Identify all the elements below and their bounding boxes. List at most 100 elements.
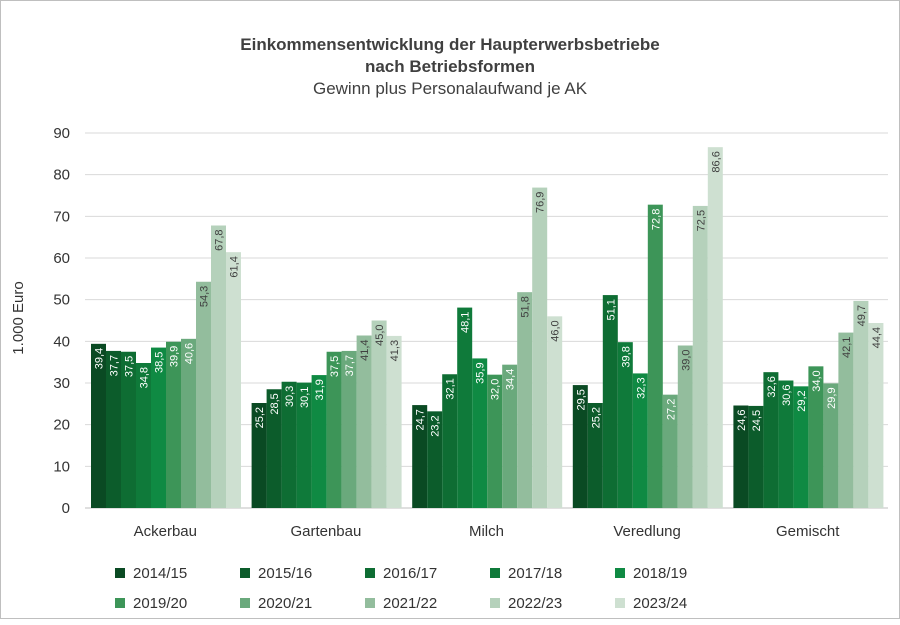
bar <box>311 375 327 508</box>
data-label: 32,6 <box>766 376 778 397</box>
data-label: 31,9 <box>314 379 326 400</box>
data-label: 76,9 <box>535 192 547 213</box>
bar <box>602 295 618 508</box>
data-label: 38,5 <box>154 352 166 373</box>
x-tick-label: Milch <box>469 523 504 540</box>
x-tick-label: Gemischt <box>776 523 840 540</box>
bar <box>632 373 648 508</box>
y-tick-label: 70 <box>53 208 70 225</box>
bar <box>121 351 136 508</box>
legend-item: 2014/15 <box>115 565 240 582</box>
data-label: 30,3 <box>284 386 296 407</box>
data-label: 32,3 <box>635 377 647 398</box>
data-label: 51,8 <box>520 296 532 317</box>
data-label: 29,9 <box>826 387 838 408</box>
legend-swatch <box>240 568 250 579</box>
data-label: 72,8 <box>650 209 662 230</box>
chart-subtitle: Gewinn plus Personalaufwand je AK <box>312 79 588 98</box>
legend-swatch <box>240 598 250 609</box>
bar <box>211 225 226 508</box>
data-label: 25,2 <box>254 407 266 428</box>
chart-title-line2: nach Betriebsformen <box>364 57 536 76</box>
data-label: 37,7 <box>109 355 121 376</box>
x-tick-label: Gartenbau <box>290 523 361 540</box>
bar <box>427 411 443 508</box>
legend-item: 2015/16 <box>240 565 365 582</box>
bar <box>763 372 779 508</box>
legend-swatch <box>115 568 125 579</box>
legend-label: 2020/21 <box>258 595 313 612</box>
legend-swatch <box>115 598 125 609</box>
bar <box>296 382 312 508</box>
legend-item: 2022/23 <box>490 595 615 612</box>
y-tick-label: 10 <box>53 458 70 475</box>
bar <box>442 374 458 508</box>
bar <box>487 374 503 508</box>
legend-label: 2016/17 <box>383 565 438 582</box>
legend-label: 2019/20 <box>133 595 188 612</box>
bar <box>281 381 297 508</box>
bar <box>587 403 603 508</box>
data-label: 67,8 <box>214 230 226 251</box>
data-label: 24,5 <box>751 410 763 431</box>
legend-swatch <box>365 598 375 609</box>
data-label: 54,3 <box>199 286 211 307</box>
data-label: 37,5 <box>329 356 341 377</box>
bar <box>868 323 884 508</box>
legend-label: 2014/15 <box>133 565 188 582</box>
data-label: 27,2 <box>665 399 677 420</box>
y-tick-label: 60 <box>53 250 70 267</box>
data-label: 34,0 <box>811 370 823 391</box>
y-tick-label: 90 <box>53 125 70 142</box>
bar <box>226 252 241 508</box>
bar <box>808 366 824 508</box>
bar <box>647 204 663 508</box>
data-label: 39,9 <box>169 346 181 367</box>
legend-label: 2015/16 <box>258 565 313 582</box>
bar <box>692 205 708 508</box>
legend-item: 2021/22 <box>365 595 490 612</box>
data-label: 24,6 <box>736 410 748 431</box>
data-label: 29,5 <box>575 389 587 410</box>
bar <box>196 281 211 508</box>
bar <box>733 405 749 508</box>
bar <box>748 405 764 508</box>
bar <box>91 343 106 508</box>
data-label: 72,5 <box>695 210 707 231</box>
bar <box>823 383 839 508</box>
bar <box>707 147 723 508</box>
data-label: 51,1 <box>605 299 617 320</box>
data-label: 39,4 <box>94 348 106 369</box>
bar <box>412 405 428 508</box>
bar <box>472 358 488 508</box>
data-label: 86,6 <box>710 151 722 172</box>
data-label: 46,0 <box>550 320 562 341</box>
bar <box>106 350 121 508</box>
legend-swatch <box>365 568 375 579</box>
bar <box>166 341 181 508</box>
bar <box>266 389 282 508</box>
data-label: 35,9 <box>475 362 487 383</box>
legend-swatch <box>615 568 625 579</box>
bar <box>547 316 563 508</box>
data-label: 32,1 <box>445 378 457 399</box>
bar <box>151 347 166 508</box>
legend-swatch <box>490 568 500 579</box>
legend-label: 2018/19 <box>633 565 688 582</box>
data-label: 28,5 <box>269 393 281 414</box>
chart-title-block: Einkommensentwicklung der Haupterwerbsbe… <box>0 34 900 100</box>
y-tick-label: 20 <box>53 417 70 434</box>
bar <box>181 338 196 508</box>
bar <box>326 351 342 508</box>
legend-swatch <box>615 598 625 609</box>
x-tick-label: Veredlung <box>613 523 681 540</box>
legend-item: 2017/18 <box>490 565 615 582</box>
data-label: 30,6 <box>781 385 793 406</box>
data-label: 25,2 <box>590 407 602 428</box>
y-tick-label: 50 <box>53 292 70 309</box>
data-label: 40,6 <box>184 343 196 364</box>
data-label: 39,0 <box>680 350 692 371</box>
bar <box>662 394 678 508</box>
chart-legend: 2014/15 2015/16 2016/17 2017/18 2018/19 2019/… <box>115 565 755 625</box>
